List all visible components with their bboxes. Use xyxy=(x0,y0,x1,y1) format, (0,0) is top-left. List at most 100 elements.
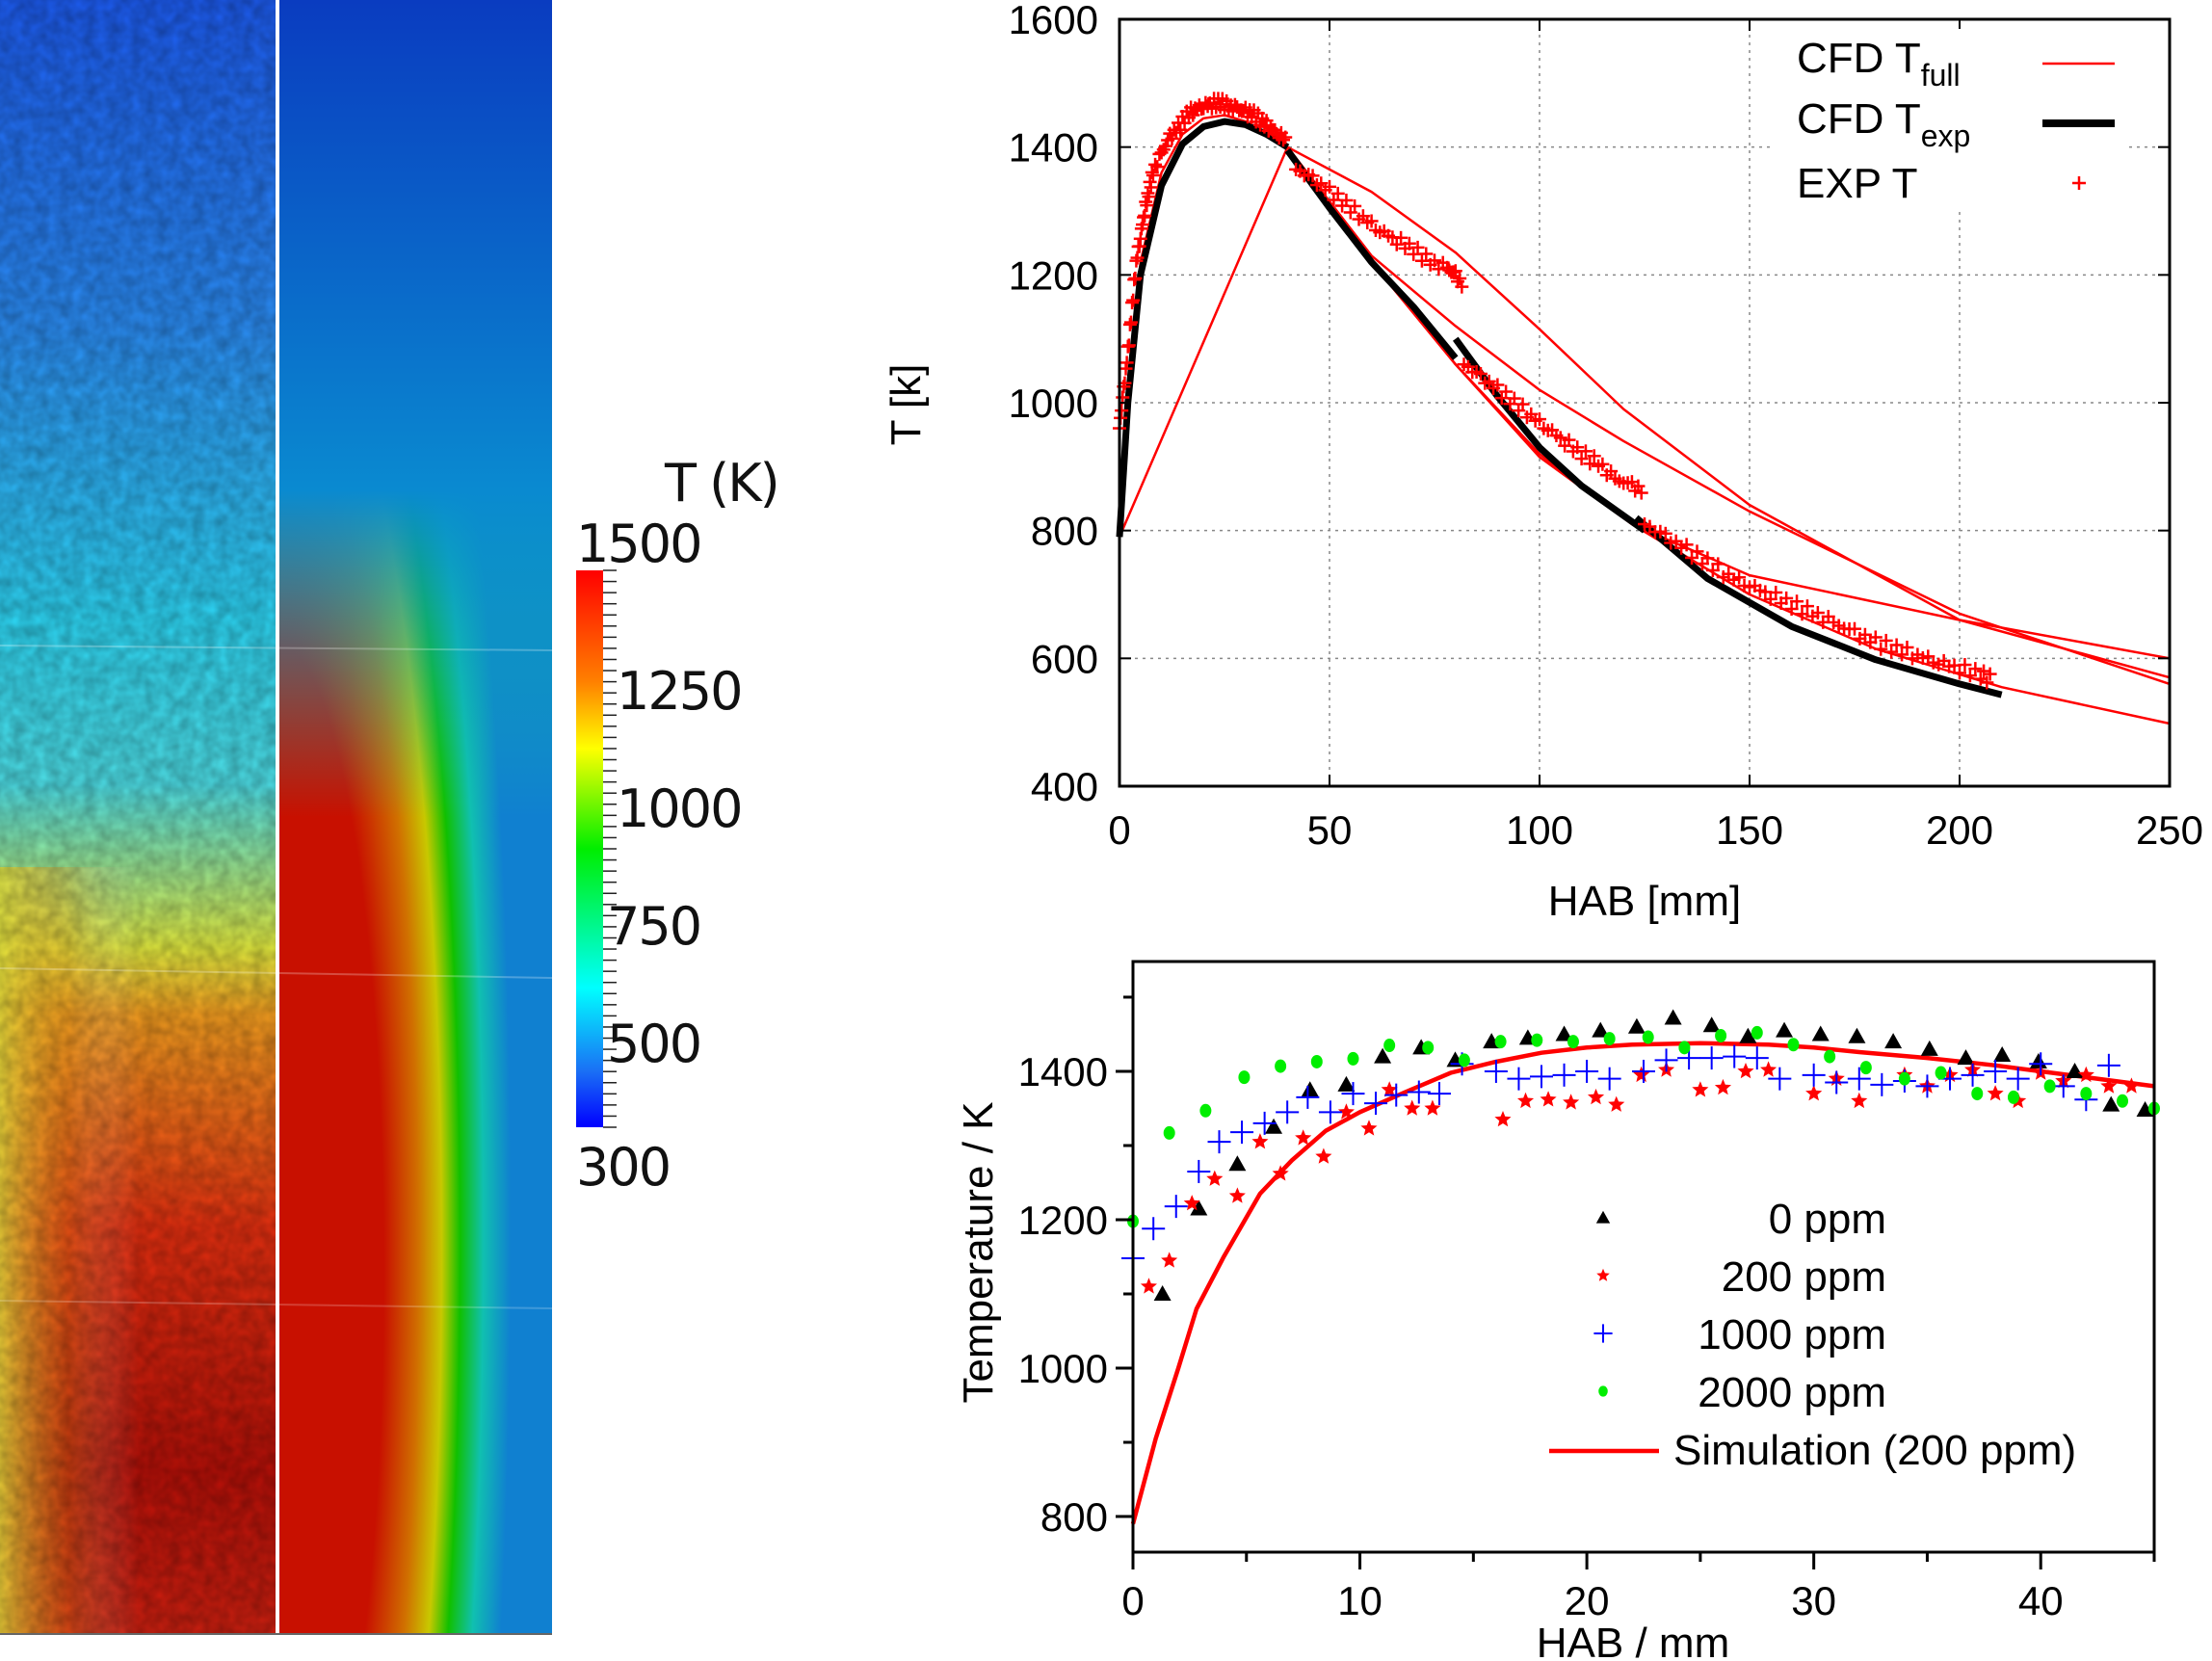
data-point-0-ppm xyxy=(1993,1046,2012,1063)
cfd-t-exp-line xyxy=(1452,336,1647,534)
exp-t-point xyxy=(1499,384,1514,399)
data-point-1000-ppm xyxy=(1938,1067,1962,1091)
data-point-0-ppm xyxy=(2066,1062,2084,1078)
data-point-200-ppm xyxy=(1964,1061,1982,1077)
chart2-xtick-label: 40 xyxy=(2018,1578,2064,1623)
exp-t-point xyxy=(1419,247,1434,261)
data-point-2000-ppm xyxy=(1310,1054,1323,1068)
chart2-xtick-label: 10 xyxy=(1337,1578,1382,1623)
data-point-1000-ppm xyxy=(1892,1068,1916,1093)
exp-t-point xyxy=(1533,412,1546,427)
data-point-1000-ppm xyxy=(1870,1072,1894,1096)
data-point-200-ppm xyxy=(2100,1077,2118,1094)
exp-t-point xyxy=(1553,431,1567,445)
exp-t-point xyxy=(1173,122,1188,137)
data-point-200-ppm xyxy=(1424,1099,1441,1116)
data-point-200-ppm xyxy=(1692,1081,1709,1097)
data-point-1000-ppm xyxy=(1847,1067,1871,1091)
data-point-2000-ppm xyxy=(1163,1125,1175,1140)
chart1-xtick-label: 100 xyxy=(1506,807,1573,853)
colorbar-title: T (K) xyxy=(665,453,780,514)
chart2-ytick-label: 800 xyxy=(1040,1494,1108,1540)
data-point-1000-ppm xyxy=(1341,1082,1365,1106)
cfd-t-exp-line xyxy=(1634,514,2003,699)
data-point-200-ppm xyxy=(1183,1195,1200,1211)
exp-t-point xyxy=(1146,168,1160,182)
exp-t-point xyxy=(1121,338,1136,353)
data-point-0-ppm xyxy=(1153,1285,1172,1302)
data-point-1000-ppm xyxy=(1164,1195,1188,1219)
data-point-1000-ppm xyxy=(1654,1048,1678,1072)
data-point-1000-ppm xyxy=(1121,1247,1145,1271)
data-point-200-ppm xyxy=(1760,1061,1778,1077)
data-point-2000-ppm xyxy=(1383,1039,1396,1053)
exp-t-point xyxy=(1587,449,1601,463)
chart2-ytick-label: 1000 xyxy=(1018,1346,1108,1391)
cfd-t-exp-line xyxy=(1284,147,1459,360)
data-point-200-ppm xyxy=(1295,1129,1312,1146)
chart2-plot-frame xyxy=(1131,960,2156,1554)
exp-t-point xyxy=(1144,180,1158,195)
chart2-legend: 0 ppm 200 ppm 1000 ppm 2000 ppm Simulation (… xyxy=(1549,1196,2076,1474)
data-point-2000-ppm xyxy=(1531,1033,1543,1047)
data-point-200-ppm xyxy=(1206,1170,1224,1186)
data-point-0-ppm xyxy=(1228,1155,1247,1172)
exp-t-point xyxy=(1402,236,1416,250)
data-point-1000-ppm xyxy=(1276,1100,1300,1124)
exp-t-point xyxy=(1259,114,1274,128)
data-point-0-ppm xyxy=(1555,1025,1573,1041)
exp-t-point xyxy=(1848,621,1861,636)
data-point-0-ppm xyxy=(1664,1009,1682,1025)
exp-t-point xyxy=(1126,293,1141,307)
data-point-2000-ppm xyxy=(1494,1035,1507,1049)
legend-label: Simulation (200 ppm) xyxy=(1673,1427,2076,1474)
data-point-1000-ppm xyxy=(1407,1080,1431,1104)
colorbar-label-1250: 1250 xyxy=(617,661,743,722)
exp-t-point xyxy=(1128,271,1143,285)
data-point-200-ppm xyxy=(1140,1278,1157,1294)
data-point-1000-ppm xyxy=(1230,1121,1254,1145)
exp-t-point xyxy=(1482,374,1496,388)
exp-t-point xyxy=(1428,253,1441,268)
data-point-0-ppm xyxy=(1739,1027,1757,1043)
data-point-0-ppm xyxy=(1190,1200,1208,1216)
chart1-ticks: 0 50 100 150 200 250 400 600 800 1000 1200 1400 1600 xyxy=(1009,0,2203,853)
exp-t-point xyxy=(1123,315,1138,330)
simulation-line xyxy=(1130,1041,2155,1525)
data-point-0-ppm xyxy=(1446,1051,1464,1068)
chart1-ytick-label: 1200 xyxy=(1009,252,1098,298)
exp-t-point xyxy=(1669,534,1683,548)
legend-marker-1000-ppm xyxy=(1593,1324,1613,1343)
data-point-200-ppm xyxy=(1494,1111,1512,1127)
chart2-xlabel: HAB / mm xyxy=(1537,1620,1729,1661)
exp-t-point xyxy=(1879,633,1893,647)
legend-cfd-full: CFD Tfull xyxy=(1797,35,1961,92)
legend-label: 1000 ppm xyxy=(1698,1311,1886,1358)
exp-t-point xyxy=(1277,133,1291,147)
exp-t-point xyxy=(1142,190,1156,204)
exp-t-point xyxy=(1800,599,1814,614)
chart1-ytick-label: 600 xyxy=(1031,636,1098,681)
data-point-2000-ppm xyxy=(1458,1053,1470,1068)
exp-t-point xyxy=(1158,139,1172,153)
data-point-1000-ppm xyxy=(2006,1067,2030,1091)
data-point-200-ppm xyxy=(1608,1095,1625,1112)
colorbar-gradient xyxy=(576,570,603,1127)
data-point-0-ppm xyxy=(1374,1047,1392,1064)
colorbar-label-1000: 1000 xyxy=(617,778,743,839)
data-point-1000-ppm xyxy=(1984,1059,2008,1083)
data-point-2000-ppm xyxy=(2007,1090,2019,1104)
data-point-2000-ppm xyxy=(1751,1025,1763,1040)
data-point-2000-ppm xyxy=(1642,1030,1654,1044)
data-point-1000-ppm xyxy=(1745,1046,1769,1070)
exp-t-point xyxy=(1634,486,1648,500)
chart2-ticks: 0 10 20 30 40 800 1000 1200 1400 xyxy=(1018,995,2156,1623)
temperature-field-image xyxy=(0,0,552,1635)
data-point-200-ppm xyxy=(1161,1252,1178,1268)
data-point-200-ppm xyxy=(1337,1103,1355,1120)
data-point-1000-ppm xyxy=(1318,1100,1342,1124)
data-point-1000-ppm xyxy=(1825,1070,1849,1094)
chart2-xtick-label: 0 xyxy=(1121,1578,1144,1623)
data-point-0-ppm xyxy=(1483,1033,1501,1049)
data-point-1000-ppm xyxy=(1450,1052,1474,1076)
